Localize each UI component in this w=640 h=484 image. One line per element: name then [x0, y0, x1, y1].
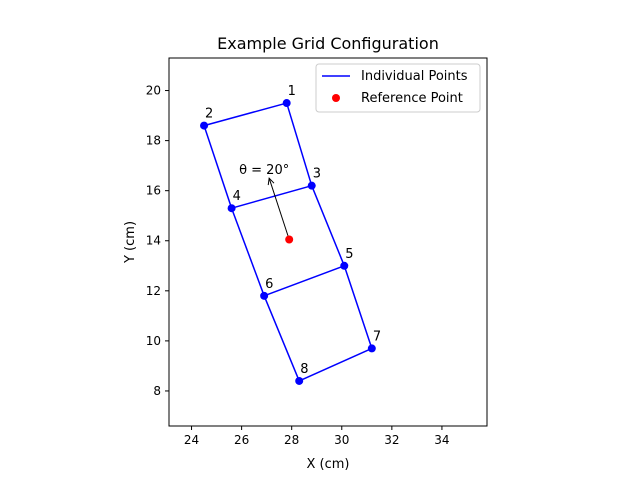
x-tick-label: 28: [284, 433, 299, 447]
y-tick-label: 16: [146, 184, 161, 198]
legend: Individual Points Reference Point: [315, 63, 481, 113]
point-label: 8: [300, 362, 308, 377]
grid-edge: [263, 265, 345, 297]
grid-point: [260, 291, 269, 300]
grid-point: [200, 121, 209, 130]
legend-label-individual: Individual Points: [361, 69, 468, 84]
x-tick-label: 34: [434, 433, 449, 447]
grid-edge: [311, 185, 345, 267]
angle-annotation: θ = 20°: [239, 163, 289, 178]
y-tick-label: 20: [146, 84, 161, 98]
reference-point: [285, 235, 294, 244]
grid-edge: [203, 102, 287, 127]
plot-frame: [168, 57, 488, 427]
x-tick-label: 32: [384, 433, 399, 447]
grid-edge: [230, 207, 265, 297]
point-label: 2: [205, 107, 213, 122]
grid-edge: [285, 102, 313, 186]
reference-layer: θ = 20°: [239, 163, 294, 244]
grid-point: [307, 181, 316, 190]
legend-box: [315, 63, 481, 113]
grid-point: [340, 261, 349, 270]
grid-edge: [298, 347, 373, 382]
grid-edge: [263, 295, 300, 382]
grid-point: [367, 344, 376, 353]
y-tick-label: 14: [146, 234, 161, 248]
y-tick-label: 18: [146, 134, 161, 148]
grid-edge: [203, 125, 233, 209]
grid-edge: [231, 184, 312, 209]
x-axis-label: X (cm): [307, 457, 350, 472]
point-label: 6: [265, 277, 273, 292]
legend-dot-marker: [332, 94, 340, 102]
grid-point: [295, 376, 304, 385]
chart-title: Example Grid Configuration: [217, 34, 439, 53]
y-tick-label: 8: [153, 384, 161, 398]
grid-edge: [343, 265, 373, 349]
x-tick-label: 30: [334, 433, 349, 447]
y-axis-label: Y (cm): [123, 221, 138, 264]
point-label: 1: [288, 84, 296, 99]
arrow-head: [267, 177, 275, 186]
grid-point: [227, 204, 236, 213]
point-label: 4: [233, 189, 241, 204]
point-label: 7: [373, 329, 381, 344]
angle-arrow: [268, 178, 290, 240]
point-label: 3: [313, 167, 321, 182]
grid-points: 1 2 3 4 5 6 7 8: [200, 84, 381, 385]
grid-point: [282, 99, 291, 108]
point-label: 5: [345, 247, 353, 262]
x-tick-label: 24: [184, 433, 199, 447]
y-tick-label: 12: [146, 284, 161, 298]
y-tick-label: 10: [146, 334, 161, 348]
grid-edges: [203, 102, 373, 382]
legend-label-reference: Reference Point: [361, 91, 463, 106]
x-tick-label: 26: [234, 433, 249, 447]
